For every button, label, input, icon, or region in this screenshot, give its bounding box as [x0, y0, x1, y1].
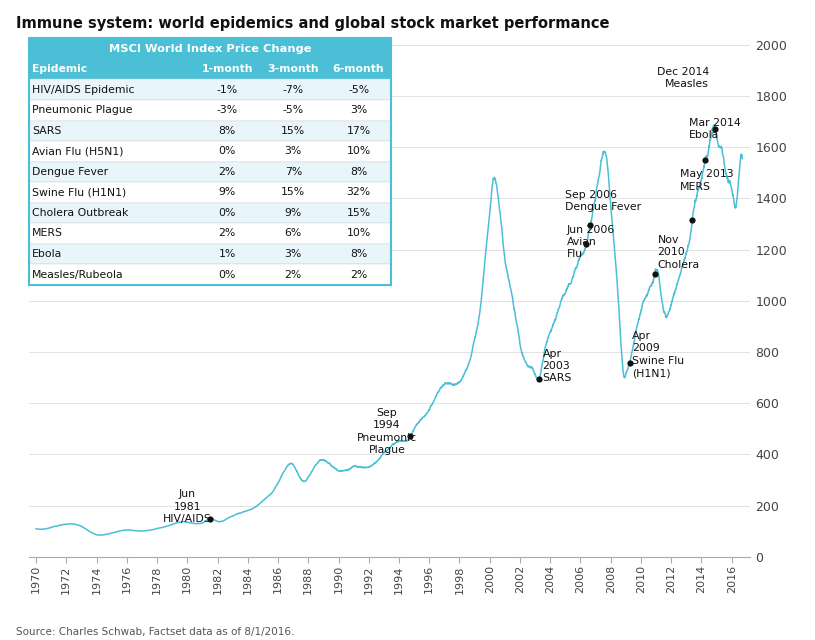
Text: 2%: 2%: [284, 269, 302, 280]
Bar: [29, 59, 391, 79]
Text: 0%: 0%: [218, 208, 236, 218]
Text: Jun 2006
Avian
Flu: Jun 2006 Avian Flu: [567, 225, 615, 259]
Text: 2%: 2%: [218, 167, 236, 177]
Bar: [29, 244, 391, 264]
Text: 3%: 3%: [284, 249, 302, 259]
Text: Swine Flu (H1N1): Swine Flu (H1N1): [32, 188, 126, 197]
Text: 7%: 7%: [284, 167, 302, 177]
Text: Source: Charles Schwab, Factset data as of 8/1/2016.: Source: Charles Schwab, Factset data as …: [16, 627, 295, 637]
Text: 1-month: 1-month: [201, 64, 253, 74]
Text: Mar 2014
Ebola: Mar 2014 Ebola: [689, 118, 741, 141]
Text: 9%: 9%: [284, 208, 302, 218]
Text: 3-month: 3-month: [267, 64, 319, 74]
Text: May 2013
MERS: May 2013 MERS: [681, 169, 734, 192]
Text: Sep
1994
Pneumonic
Plague: Sep 1994 Pneumonic Plague: [357, 408, 417, 455]
Bar: [29, 161, 391, 182]
Bar: [29, 141, 391, 161]
Text: Measles/Rubeola: Measles/Rubeola: [32, 269, 124, 280]
Text: 17%: 17%: [346, 126, 371, 136]
Text: 10%: 10%: [346, 147, 371, 156]
Text: SARS: SARS: [32, 126, 61, 136]
Text: 9%: 9%: [218, 188, 236, 197]
Text: 32%: 32%: [346, 188, 371, 197]
Text: Sep 2006
Dengue Fever: Sep 2006 Dengue Fever: [566, 189, 641, 212]
Bar: [29, 79, 391, 100]
Bar: [29, 182, 391, 203]
Text: Ebola: Ebola: [32, 249, 63, 259]
Bar: [29, 120, 391, 141]
Text: -3%: -3%: [217, 105, 238, 115]
Text: 8%: 8%: [350, 167, 368, 177]
Text: 6%: 6%: [284, 228, 302, 239]
Text: 10%: 10%: [346, 228, 371, 239]
Text: -1%: -1%: [217, 84, 238, 95]
Text: 6-month: 6-month: [333, 64, 385, 74]
Text: 8%: 8%: [350, 249, 368, 259]
Text: Epidemic: Epidemic: [32, 64, 87, 74]
Text: 0%: 0%: [218, 269, 236, 280]
Text: Avian Flu (H5N1): Avian Flu (H5N1): [32, 147, 124, 156]
Text: Nov
2010
Cholera: Nov 2010 Cholera: [658, 235, 700, 269]
Text: 8%: 8%: [218, 126, 236, 136]
Text: Jun
1981
HIV/AIDS: Jun 1981 HIV/AIDS: [163, 490, 212, 524]
Text: -5%: -5%: [283, 105, 304, 115]
Bar: [29, 100, 391, 120]
Text: -7%: -7%: [283, 84, 304, 95]
Text: Cholera Outbreak: Cholera Outbreak: [32, 208, 129, 218]
Text: MSCI World Index Price Change: MSCI World Index Price Change: [108, 44, 311, 54]
Text: -5%: -5%: [348, 84, 369, 95]
Text: Pneumonic Plague: Pneumonic Plague: [32, 105, 133, 115]
Text: 1%: 1%: [218, 249, 236, 259]
Text: 3%: 3%: [284, 147, 302, 156]
Text: HIV/AIDS Epidemic: HIV/AIDS Epidemic: [32, 84, 134, 95]
Text: 15%: 15%: [281, 188, 306, 197]
Text: 2%: 2%: [350, 269, 368, 280]
Bar: [29, 38, 391, 59]
Text: Immune system: world epidemics and global stock market performance: Immune system: world epidemics and globa…: [16, 16, 610, 31]
Text: Apr
2003
SARS: Apr 2003 SARS: [543, 349, 572, 383]
Text: Dec 2014
Measles: Dec 2014 Measles: [657, 67, 709, 89]
Bar: [29, 223, 391, 244]
Text: Apr
2009
Swine Flu
(H1N1): Apr 2009 Swine Flu (H1N1): [632, 331, 684, 378]
Text: 15%: 15%: [346, 208, 371, 218]
Text: 15%: 15%: [281, 126, 306, 136]
Text: MERS: MERS: [32, 228, 63, 239]
Text: 2%: 2%: [218, 228, 236, 239]
Bar: [29, 203, 391, 223]
Text: Dengue Fever: Dengue Fever: [32, 167, 108, 177]
Text: 3%: 3%: [350, 105, 368, 115]
Bar: [29, 264, 391, 285]
Text: 0%: 0%: [218, 147, 236, 156]
